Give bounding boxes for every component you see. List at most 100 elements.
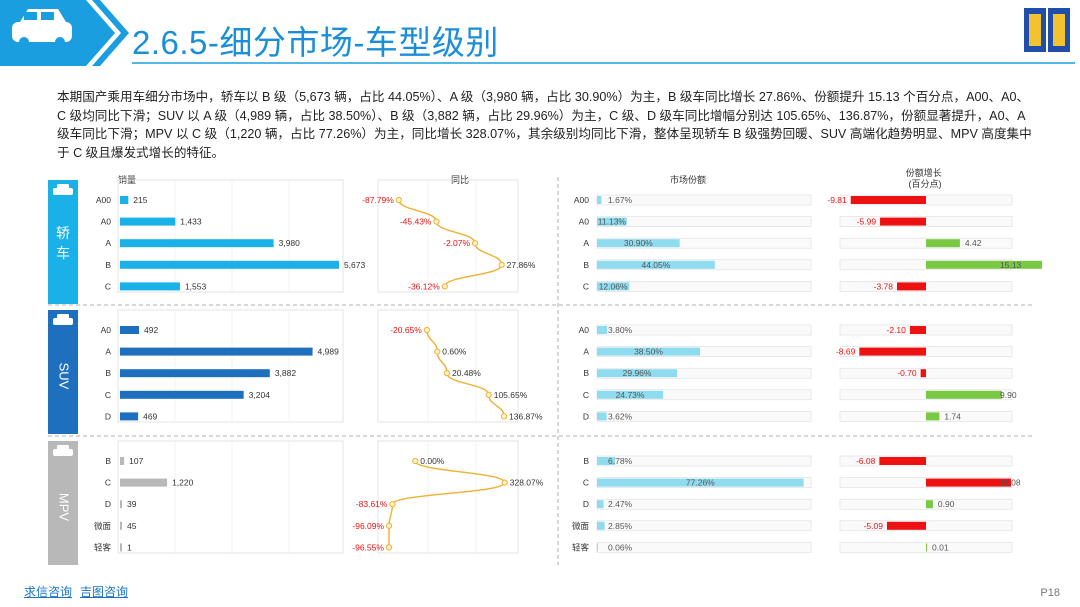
yoy-value-label: 136.87% <box>509 411 543 421</box>
growth-value-label: 1.74 <box>944 411 961 421</box>
category-label: C <box>105 281 111 291</box>
sales-bar <box>120 390 244 399</box>
header-chevron <box>92 0 129 66</box>
share-value-label: 2.85% <box>608 521 633 531</box>
yoy-point <box>498 261 505 268</box>
share-value-label: 24.73% <box>616 390 645 400</box>
category-label: A0 <box>101 325 112 335</box>
share-bar <box>597 478 804 487</box>
growth-bar-negative <box>850 196 926 204</box>
share-value-label: 44.05% <box>641 260 670 270</box>
share-value-label: 38.50% <box>634 347 663 357</box>
category-label: A0 <box>101 217 112 227</box>
yoy-point <box>501 479 508 486</box>
growth-bar-negative <box>920 369 926 378</box>
share-bar <box>597 457 616 465</box>
growth-bar-positive <box>926 500 933 509</box>
summary-text: 本期国产乘用车细分市场中，轿车以 B 级（5,673 辆，占比 44.05%）、… <box>57 90 1032 160</box>
yoy-point <box>423 326 430 334</box>
car-icon <box>12 9 72 47</box>
growth-bar-negative <box>859 347 926 356</box>
sales-bar <box>120 326 139 334</box>
panel-frame <box>377 309 519 423</box>
yoy-value-label: -20.65% <box>390 325 422 335</box>
growth-value-label: -5.99 <box>857 217 877 227</box>
sales-value-label: 3,882 <box>275 368 297 378</box>
sales-bar <box>120 260 339 269</box>
growth-bar-negative <box>886 521 926 530</box>
sales-value-label: 215 <box>133 195 147 205</box>
category-label: C <box>105 478 111 488</box>
icon-body <box>53 449 73 456</box>
yoy-point <box>395 196 402 204</box>
share-value-label: 6.78% <box>608 456 633 466</box>
sales-bar <box>120 282 180 291</box>
yoy-point <box>385 544 393 551</box>
sales-value-label: 1,433 <box>180 217 202 227</box>
sales-value-label: 39 <box>127 499 137 509</box>
category-label: B <box>583 260 589 270</box>
group-label-text: SUV <box>57 363 72 390</box>
category-label: B <box>583 456 589 466</box>
growth-value-label: 0.90 <box>938 499 955 509</box>
share-bar <box>597 239 680 248</box>
header-share-growth-line2: (百分点) <box>909 179 942 189</box>
share-value-label: 12.06% <box>599 281 628 291</box>
icon-roof <box>57 184 69 189</box>
group-label-box <box>48 441 78 565</box>
sales-bar <box>120 239 274 248</box>
footer-link-qiuxin[interactable]: 求信咨询 <box>24 585 73 599</box>
share-track <box>596 216 812 227</box>
share-bar <box>597 196 602 204</box>
icon-roof <box>57 445 69 450</box>
category-label: A <box>583 238 589 248</box>
mpv-icon <box>53 445 73 456</box>
growth-bar-negative <box>897 282 926 291</box>
growth-bar-negative <box>880 217 926 226</box>
sales-value-label: 1,553 <box>185 281 207 291</box>
category-label: D <box>583 411 589 421</box>
share-value-label: 30.90% <box>624 238 653 248</box>
category-label: D <box>105 499 111 509</box>
growth-value-label: -6.08 <box>856 456 876 466</box>
category-label: 微面 <box>572 521 590 531</box>
page-title: 2.6.5-细分市场-车型级别 <box>132 24 499 61</box>
yoy-point <box>433 218 440 225</box>
yoy-value-label: -96.09% <box>352 521 384 531</box>
header-share-growth-line1: 份额增长 <box>906 167 942 178</box>
share-value-label: 2.47% <box>608 499 633 509</box>
sales-bar <box>120 412 139 421</box>
yoy-point <box>412 457 419 465</box>
growth-value-label: -2.10 <box>887 325 907 335</box>
group-label-box <box>48 310 78 434</box>
panel-frame <box>117 179 344 293</box>
brand-logo-icon <box>1024 8 1070 52</box>
group-label-char: 轿 <box>56 225 70 241</box>
growth-value-label: -3.78 <box>874 281 894 291</box>
footer-link-jitu[interactable]: 吉图咨询 <box>80 585 129 599</box>
yoy-point <box>441 283 448 290</box>
share-bar <box>597 390 664 399</box>
panel-frame <box>117 440 344 554</box>
header-share-growth: 份额增长 (百分点) <box>906 167 945 189</box>
icon-body <box>53 318 73 325</box>
share-value-label: 11.13% <box>598 217 627 227</box>
growth-value-label: 15.13 <box>1000 260 1022 270</box>
category-label: C <box>583 390 589 400</box>
yoy-value-label: 328.07% <box>510 478 544 488</box>
growth-value-label: 11.08 <box>1000 478 1021 488</box>
sedan-icon <box>53 184 73 195</box>
header-yoy: 同比 <box>451 174 469 185</box>
header-share: 市场份额 <box>670 174 706 185</box>
yoy-value-label: -36.12% <box>408 281 440 291</box>
growth-value-label: -9.81 <box>827 195 847 205</box>
growth-bar-positive <box>926 543 927 552</box>
yoy-value-label: 0.00% <box>420 456 445 466</box>
yoy-value-label: -83.61% <box>356 499 388 509</box>
yoy-value-label: 0.60% <box>442 347 467 357</box>
group-label-text: MPV <box>57 493 72 522</box>
category-label: D <box>105 411 111 421</box>
category-label: B <box>105 260 111 270</box>
sales-bar <box>120 500 122 509</box>
sales-value-label: 469 <box>143 411 157 421</box>
